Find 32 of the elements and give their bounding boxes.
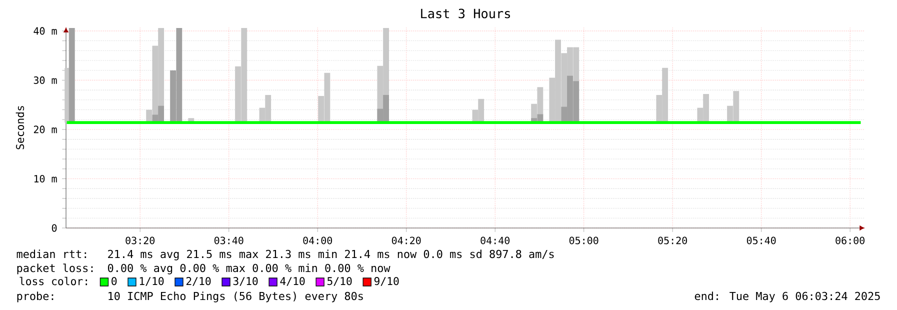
y-axis-title: Seconds <box>16 106 24 150</box>
x-tick-label: 04:20 <box>392 236 421 244</box>
legend-label: 3/10 <box>233 277 258 286</box>
text: 21.4 ms avg 21.5 ms max 21.3 ms min 21.4 ms now 0.0 ms sd 897.8 am/s <box>108 250 554 260</box>
x-tick-label: 05:00 <box>569 236 598 244</box>
x-tick-label: 03:40 <box>214 236 244 244</box>
chart-title: Last 3 Hours <box>421 8 510 18</box>
text: 10 ICMP Echo Pings (56 Bytes) every 80s <box>108 292 363 302</box>
legend-label: 9/10 <box>374 277 399 286</box>
x-tick-label: 05:40 <box>746 236 776 244</box>
y-tick-label: 20 m <box>34 126 57 134</box>
y-tick-label: 10 m <box>34 174 57 183</box>
bar <box>68 28 75 123</box>
x-tick-label: 05:20 <box>658 236 687 244</box>
text: probe: <box>17 292 54 302</box>
text: 0.00 % avg 0.00 % max 0.00 % min 0.00 % now <box>108 264 390 274</box>
legend-label: 0 <box>112 277 117 286</box>
text: packet loss: <box>17 264 93 274</box>
legend-label: 2/10 <box>186 277 211 286</box>
legend-title: loss color: <box>20 276 88 286</box>
y-tick-label: 0 <box>52 224 57 232</box>
x-tick-label: 06:00 <box>836 236 864 244</box>
x-tick-label: 04:40 <box>480 236 510 244</box>
legend-label: 5/10 <box>327 277 352 286</box>
legend-label: 4/10 <box>280 277 305 286</box>
text: end: Tue May 6 06:03:24 2025 <box>694 292 880 302</box>
x-tick-label: 03:20 <box>126 236 155 244</box>
legend-label: 1/10 <box>140 277 164 286</box>
y-tick-label: 40 m <box>34 27 57 35</box>
x-tick-label: 04:00 <box>303 236 332 244</box>
y-tick-label: 30 m <box>34 76 57 84</box>
text: median rtt: <box>16 250 86 258</box>
